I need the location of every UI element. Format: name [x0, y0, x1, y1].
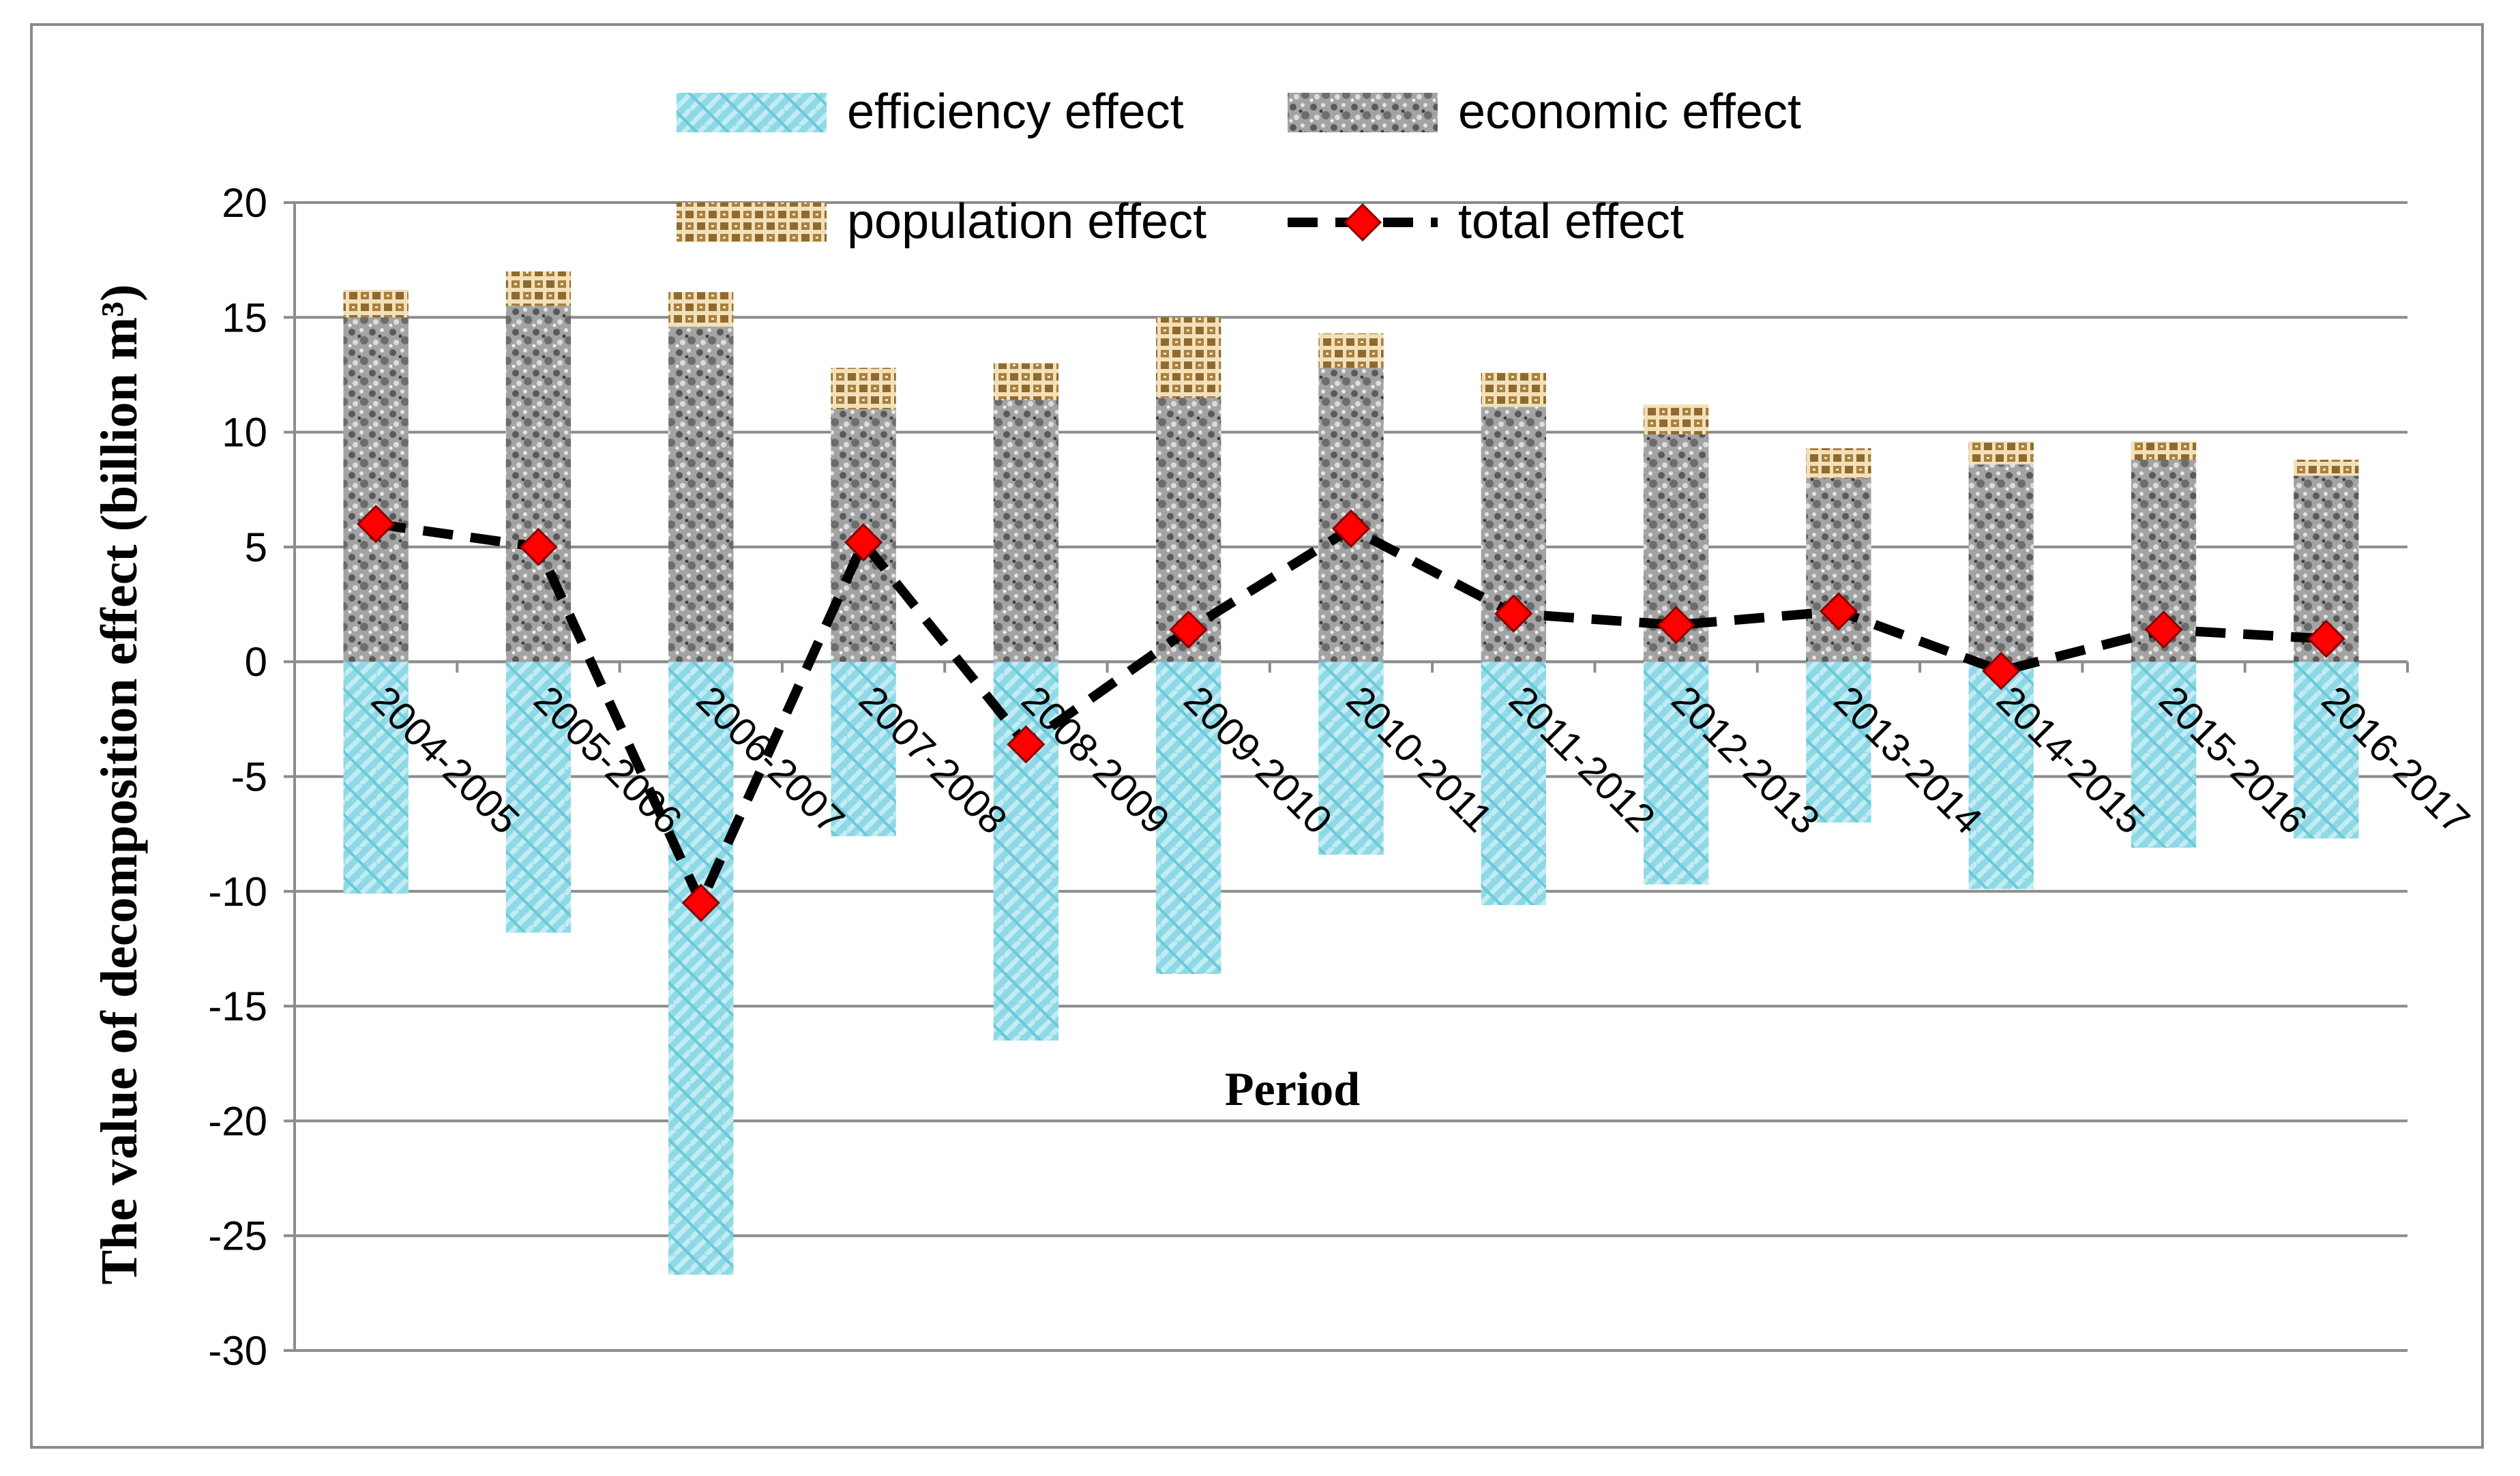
bar-population-effect	[1156, 317, 1221, 398]
total-effect-marker	[519, 527, 558, 567]
bar-population-effect	[343, 289, 409, 318]
bar-efficiency-effect	[505, 662, 572, 933]
total-effect-marker	[844, 523, 883, 562]
total-effect-marker	[1657, 606, 1695, 645]
legend-label: total effect	[1458, 194, 1684, 249]
bar-efficiency-effect	[2131, 662, 2197, 848]
legend-label: efficiency effect	[847, 85, 1184, 139]
bar-economic-effect	[505, 306, 572, 662]
bar-efficiency-effect	[1481, 662, 1546, 905]
y-tick-label: -5	[231, 754, 267, 800]
bar-efficiency-effect	[2294, 662, 2359, 839]
bar-efficiency-effect	[343, 662, 409, 894]
bar-population-effect	[993, 363, 1059, 400]
legend-swatch	[677, 93, 827, 132]
legend-label: population effect	[847, 194, 1206, 249]
bar-efficiency-effect	[993, 662, 1059, 1041]
legend-marker	[1343, 203, 1382, 242]
legend-swatch	[1288, 93, 1438, 132]
y-tick-label: -30	[208, 1328, 267, 1374]
y-tick-label: 0	[245, 639, 267, 685]
bar-population-effect	[1643, 404, 1709, 434]
chart-frame	[30, 23, 2484, 1449]
bar-population-effect	[505, 271, 572, 306]
y-tick-label: -20	[208, 1098, 267, 1144]
bar-population-effect	[831, 368, 896, 409]
total-effect-marker	[357, 505, 396, 544]
bar-population-effect	[1806, 448, 1871, 478]
total-effect-marker	[1819, 592, 1858, 631]
bar-efficiency-effect	[1318, 662, 1384, 855]
y-tick-label: 15	[222, 295, 267, 340]
legend-label: economic effect	[1458, 85, 1801, 139]
y-tick-label: -25	[208, 1213, 267, 1259]
bar-population-effect	[2294, 459, 2359, 476]
x-axis-title: Period	[1225, 1063, 1360, 1116]
bar-population-effect	[1481, 372, 1546, 407]
y-tick-label: 5	[245, 525, 267, 570]
bar-efficiency-effect	[1968, 662, 2034, 889]
total-effect-marker	[681, 883, 720, 922]
total-effect-marker	[1169, 610, 1208, 649]
bar-economic-effect	[668, 326, 734, 662]
bar-population-effect	[1968, 441, 2034, 464]
bar-efficiency-effect	[1643, 662, 1709, 885]
bar-efficiency-effect	[1156, 662, 1221, 974]
bar-population-effect	[2131, 441, 2197, 460]
bar-economic-effect	[1968, 464, 2034, 662]
total-effect-marker	[2307, 619, 2345, 658]
bar-population-effect	[1318, 333, 1384, 368]
total-effect-marker	[1331, 509, 1371, 548]
bar-population-effect	[668, 292, 734, 327]
y-tick-label: 10	[222, 410, 267, 456]
total-effect-marker	[2144, 610, 2183, 649]
total-effect-marker	[1982, 651, 2021, 690]
bar-efficiency-effect	[1806, 662, 1871, 823]
y-tick-label: -10	[208, 869, 267, 915]
y-tick-label: -15	[208, 984, 267, 1029]
legend-swatch	[677, 203, 827, 242]
bar-efficiency-effect	[831, 662, 896, 837]
total-effect-marker	[1494, 594, 1533, 633]
total-effect-marker	[1007, 725, 1046, 764]
bar-economic-effect	[993, 400, 1059, 662]
bar-efficiency-effect	[668, 662, 734, 1275]
y-tick-label: 20	[222, 180, 267, 226]
bar-economic-effect	[1806, 477, 1871, 662]
bar-economic-effect	[343, 317, 409, 662]
y-axis-title: The value of decomposition effect (billi…	[91, 284, 148, 1285]
